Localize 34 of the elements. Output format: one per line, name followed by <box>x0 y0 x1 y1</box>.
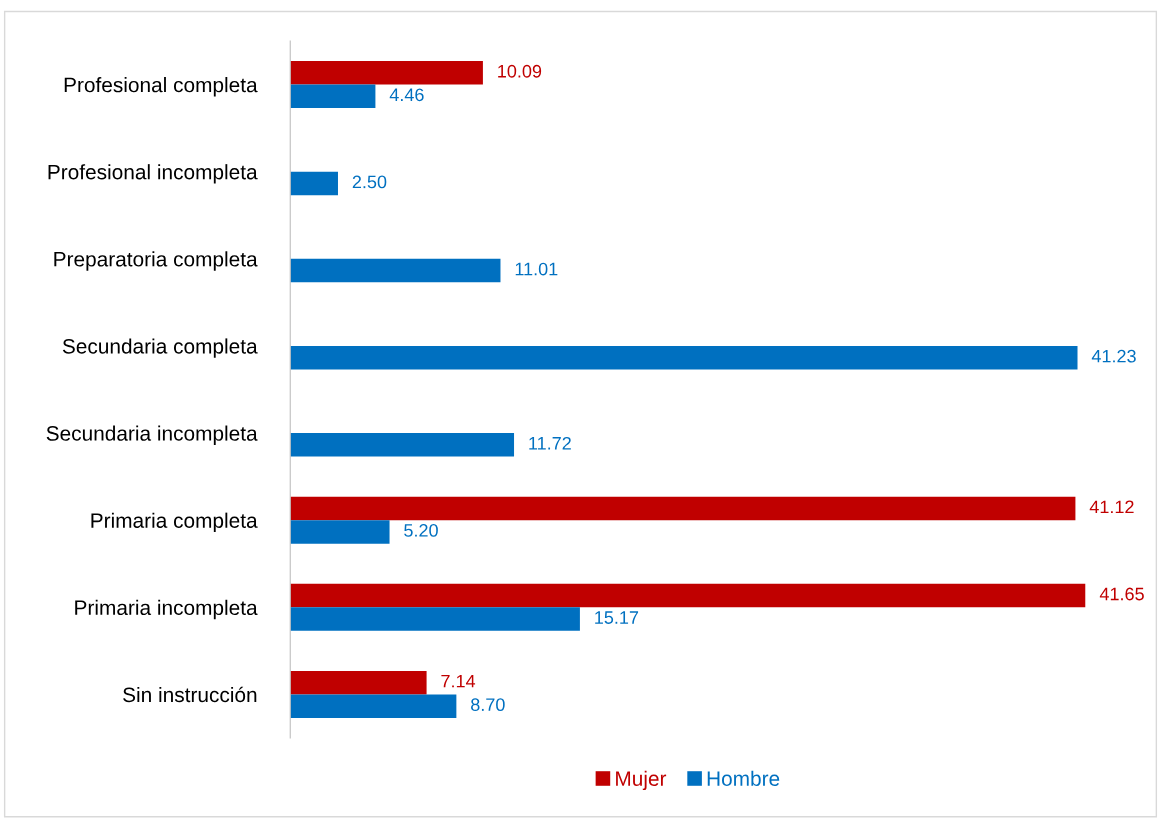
y-tick-label: Sin instrucción <box>123 686 257 703</box>
bar <box>290 583 1086 608</box>
data-label: 41.12 <box>1089 500 1134 514</box>
data-label: 11.72 <box>529 436 571 450</box>
bar <box>290 607 580 631</box>
data-label: 15.17 <box>595 611 639 624</box>
y-tick-label: Profesional incompleta <box>48 164 258 184</box>
y-tick-label: Primaria incompleta <box>75 599 258 620</box>
bar <box>290 520 390 544</box>
data-label: 10.09 <box>498 64 542 78</box>
bar <box>290 171 338 196</box>
bar <box>290 670 427 695</box>
bar <box>290 345 1078 370</box>
y-tick-label: Profesional completa <box>64 77 258 97</box>
y-tick-label: Secundaria completa <box>62 338 258 358</box>
bar <box>290 84 376 109</box>
data-label: 41.23 <box>1091 349 1136 363</box>
legend-label: Hombre <box>707 770 780 786</box>
bar <box>290 258 501 283</box>
data-label: 4.46 <box>389 88 424 102</box>
bar <box>290 694 457 718</box>
data-label: 8.70 <box>471 698 505 712</box>
data-label: 5.20 <box>404 524 438 537</box>
y-tick-label: Secundaria incompleta <box>46 425 258 445</box>
bar <box>290 61 483 85</box>
y-tick-label: Preparatoria completa <box>54 251 258 271</box>
bar <box>290 433 515 457</box>
data-label: 11.01 <box>515 262 558 276</box>
data-label: 7.14 <box>441 674 476 688</box>
legend-label: Mujer <box>616 770 667 791</box>
y-tick-label: Primaria completa <box>91 512 258 533</box>
data-label: 2.50 <box>352 175 387 189</box>
bar <box>290 496 1076 521</box>
data-label: 41.65 <box>1099 587 1144 601</box>
